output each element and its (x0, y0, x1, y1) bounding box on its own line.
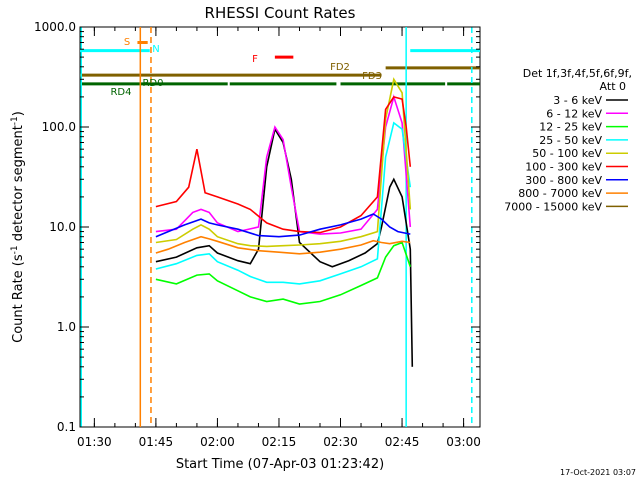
y-axis-label: Count Rate (s-1 detector segment-1) (10, 111, 26, 343)
y-tick-label: 10.0 (49, 220, 76, 234)
flag-label: S (124, 37, 130, 48)
chart-title: RHESSI Count Rates (205, 4, 356, 22)
legend-header-2: Att 0 (600, 80, 626, 93)
plot-area: S N F FD2 FD3 RD0 RD4 (79, 26, 481, 428)
legend-label: 800 - 7000 keV (518, 187, 602, 200)
series-line (155, 213, 411, 238)
x-axis: 01:30 01:45 02:00 02:15 02:30 02:45 03:00 (77, 27, 481, 449)
timestamp: 17-Oct-2021 03:07 (560, 468, 636, 477)
x-tick-label: 03:00 (446, 435, 481, 449)
legend: Det 1f,3f,4f,5f,6f,9f, Att 0 3 - 6 keV6 … (504, 67, 632, 213)
flag-labels: S N F FD2 FD3 RD0 RD4 (110, 37, 381, 98)
flag-label: N (152, 44, 159, 55)
series-line (155, 121, 412, 285)
x-axis-label: Start Time (07-Apr-03 01:23:42) (176, 457, 384, 472)
series-lines (155, 77, 414, 367)
x-tick-label: 02:00 (200, 435, 235, 449)
x-tick-label: 02:15 (262, 435, 297, 449)
legend-label: 50 - 100 keV (532, 147, 602, 160)
x-tick-label: 01:30 (77, 435, 112, 449)
y-axis-label-suffix: ) (11, 111, 26, 116)
series-line (155, 95, 412, 234)
y-axis: 1000.0 100.0 10.0 1.0 0.1 (34, 20, 480, 434)
legend-label: 12 - 25 keV (539, 121, 602, 134)
y-axis-label-sup2: -1 (10, 116, 20, 125)
series-line (155, 77, 412, 248)
y-axis-label-prefix: Count Rate (s (11, 254, 26, 343)
legend-label: 25 - 50 keV (539, 134, 602, 147)
x-tick-label: 02:45 (385, 435, 420, 449)
y-tick-label: 0.1 (57, 420, 76, 434)
flag-label: FD3 (362, 71, 382, 82)
legend-label: 300 - 800 keV (525, 174, 602, 187)
flag-label: RD0 (142, 78, 163, 89)
series-line (155, 241, 412, 305)
legend-label: 6 - 12 keV (546, 107, 602, 120)
x-tick-label: 01:45 (139, 435, 174, 449)
series-line (155, 235, 411, 255)
series-line (155, 127, 414, 367)
y-tick-label: 1.0 (57, 320, 76, 334)
y-tick-label: 1000.0 (34, 20, 76, 34)
legend-label: 100 - 300 keV (525, 161, 602, 174)
y-axis-label-middle: detector segment (11, 125, 26, 245)
legend-label: 7000 - 15000 keV (504, 200, 602, 213)
legend-label: 3 - 6 keV (553, 94, 602, 107)
y-axis-label-sup: -1 (10, 245, 20, 254)
x-tick-label: 02:30 (323, 435, 358, 449)
flag-label: RD4 (110, 87, 131, 98)
flag-label: F (252, 54, 258, 65)
flag-label: FD2 (330, 62, 350, 73)
y-tick-label: 100.0 (42, 120, 76, 134)
legend-header-1: Det 1f,3f,4f,5f,6f,9f, (523, 67, 632, 80)
